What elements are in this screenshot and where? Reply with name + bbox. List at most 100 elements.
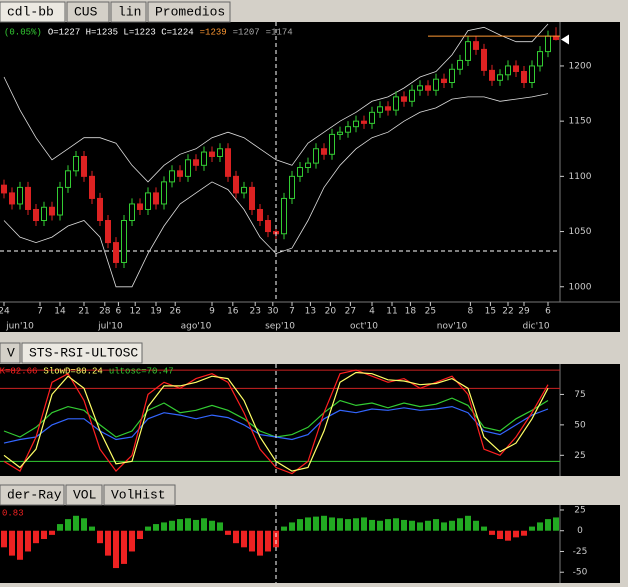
histogram-bar	[321, 515, 327, 531]
candle-body	[505, 65, 511, 76]
histogram-bar	[353, 518, 359, 531]
indicator-value: 0.83	[2, 508, 24, 518]
histogram-bar	[169, 520, 175, 531]
candle-body	[449, 68, 455, 84]
candle-body	[489, 69, 495, 81]
histogram-bar	[161, 522, 167, 531]
histogram-bar	[473, 520, 479, 531]
x-tick-label: 6	[116, 307, 122, 317]
candle-body	[513, 65, 519, 72]
candle-body	[417, 85, 423, 91]
tab[interactable]	[147, 1, 231, 23]
histogram-bar	[97, 530, 103, 544]
x-tick-label: 15	[485, 307, 496, 317]
candle-body	[201, 151, 207, 166]
histogram-bar	[505, 530, 511, 541]
candle-body	[113, 242, 119, 263]
histogram-bar	[417, 522, 423, 531]
candle-body	[249, 186, 255, 210]
candle-body	[17, 186, 23, 205]
legend-entry: SlowK=82.66	[0, 366, 37, 376]
histogram-bar	[329, 517, 335, 531]
histogram-bar	[433, 519, 439, 531]
histogram-bar	[537, 522, 543, 531]
histogram-bar	[201, 518, 207, 531]
candle-body	[73, 155, 79, 172]
x-tick-label: 30	[267, 307, 279, 317]
x-tick-label: 7	[37, 307, 43, 317]
histogram-bar	[185, 518, 191, 531]
tab-label: CUS	[74, 4, 98, 19]
tab[interactable]	[0, 484, 65, 506]
tab[interactable]	[0, 1, 66, 23]
month-label: sep'10	[265, 322, 295, 332]
histogram-bar	[409, 520, 415, 531]
histogram-bar	[73, 515, 79, 531]
histogram-bar	[441, 522, 447, 531]
x-tick-label: 24	[0, 307, 10, 317]
quote-header: =1239	[200, 27, 227, 37]
histogram-bar	[521, 530, 527, 536]
histogram-bar	[545, 519, 551, 531]
candle-body	[521, 70, 527, 84]
histogram-bar	[233, 530, 239, 544]
candle-body	[81, 155, 87, 177]
candle-body	[105, 220, 111, 244]
candle-body	[9, 192, 15, 205]
tab[interactable]	[65, 484, 103, 506]
tab-label: VOL	[73, 487, 96, 502]
candle-body	[441, 78, 447, 84]
tab[interactable]	[0, 342, 21, 364]
tab[interactable]	[110, 1, 147, 23]
x-tick-label: 21	[78, 307, 89, 317]
histogram-bar	[297, 519, 303, 531]
candle-body	[321, 148, 327, 155]
x-tick-label: 28	[99, 307, 111, 317]
candle-body	[281, 197, 287, 235]
tab[interactable]	[21, 342, 143, 364]
candle-body	[177, 170, 183, 177]
x-tick-label: 25	[425, 307, 436, 317]
histogram-bar	[193, 519, 199, 531]
candle-body	[137, 203, 143, 210]
bollinger-band	[3, 23, 549, 183]
tab[interactable]	[103, 484, 176, 506]
histogram-bar	[177, 519, 183, 531]
y-tick-label: 1000	[569, 282, 592, 292]
histogram-bar	[41, 530, 47, 540]
x-tick-label: 7	[289, 307, 295, 317]
candle-body	[217, 148, 223, 157]
histogram-bar	[249, 530, 255, 552]
histogram-bar	[121, 530, 127, 564]
candle-body	[313, 148, 319, 164]
candle-body	[169, 170, 175, 183]
candle-body	[241, 186, 247, 194]
candle-body	[225, 148, 231, 177]
histogram-bar	[369, 519, 375, 531]
candle-body	[153, 192, 159, 205]
x-tick-label: 12	[129, 307, 140, 317]
tab-label: cdl-bb	[7, 4, 54, 19]
candle-body	[233, 175, 239, 194]
candle-body	[305, 162, 311, 169]
candle-body	[393, 96, 399, 111]
histogram-bar	[377, 520, 383, 531]
tab-label: lin	[118, 4, 141, 19]
y-tick-label: 1150	[569, 117, 592, 127]
histogram-bar	[57, 524, 63, 531]
y-tick-label: 1050	[569, 227, 592, 237]
histogram-bar	[25, 530, 31, 552]
histogram-bar	[265, 530, 271, 552]
candle-body	[329, 133, 335, 155]
tab[interactable]	[66, 1, 110, 23]
y-tick-label: 50	[574, 420, 586, 430]
candle-body	[361, 120, 367, 124]
candle-body	[481, 48, 487, 71]
legend-entry: ultosc=70.47	[109, 366, 174, 376]
tab-label: Promedios	[155, 4, 225, 19]
histogram-bar	[105, 530, 111, 556]
histogram-bar	[89, 526, 95, 531]
candle-body	[425, 85, 431, 91]
candle-body	[377, 106, 383, 113]
